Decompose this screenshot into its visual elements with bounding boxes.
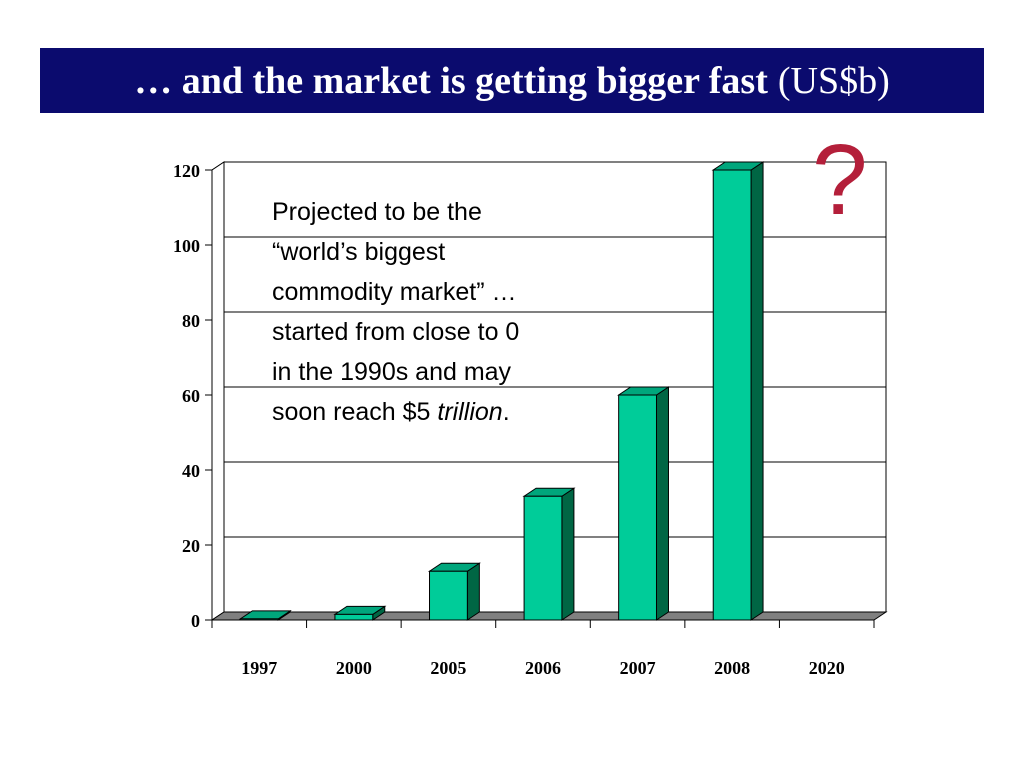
y-tick-label: 0	[191, 611, 200, 631]
y-tick-label: 100	[173, 236, 200, 256]
annotation-line: started from close to 0	[272, 318, 520, 346]
annotation-line: “world’s biggest	[272, 238, 446, 266]
y-tick-label: 80	[182, 311, 200, 331]
x-tick-label: 2006	[525, 658, 561, 678]
bar-side	[466, 562, 480, 621]
y-tick-label: 60	[182, 386, 200, 406]
bar	[712, 169, 752, 621]
bar	[429, 570, 468, 621]
x-tick-label: 2000	[336, 658, 372, 678]
question-mark: ?	[812, 124, 868, 236]
annotation-line: commodity market” …	[272, 278, 517, 306]
annotation-line: Projected to be the	[272, 198, 482, 226]
annotation-last-suffix: .	[502, 398, 510, 426]
bar	[618, 394, 657, 621]
slide-title-main: … and the market is getting bigger fast	[134, 59, 768, 102]
slide-title-unit: (US$b)	[777, 59, 890, 102]
bar-side	[561, 487, 575, 621]
chart-annotation: Projected to be the “world’s biggest com…	[272, 192, 602, 432]
annotation-last-prefix: soon reach $5	[272, 398, 438, 426]
annotation-last-italic: trillion	[437, 398, 503, 426]
chart-side-wall	[211, 161, 225, 621]
x-tick-label: 2007	[620, 658, 656, 678]
annotation-line: in the 1990s and may	[272, 358, 512, 386]
bar	[523, 495, 563, 621]
bar	[239, 618, 279, 621]
y-tick-label: 120	[173, 161, 200, 181]
y-tick-label: 40	[182, 461, 200, 481]
x-tick-label: 2008	[714, 658, 750, 678]
bar-side	[750, 161, 764, 621]
y-tick-label: 20	[182, 536, 200, 556]
bar-side	[655, 386, 669, 621]
slide-title: … and the market is getting bigger fast …	[40, 48, 984, 113]
bar	[334, 613, 374, 621]
annotation-last-line: soon reach $5 trillion.	[272, 392, 602, 432]
x-tick-label: 1997	[241, 658, 277, 678]
x-tick-label: 2020	[809, 658, 845, 678]
x-tick-label: 2005	[430, 658, 466, 678]
